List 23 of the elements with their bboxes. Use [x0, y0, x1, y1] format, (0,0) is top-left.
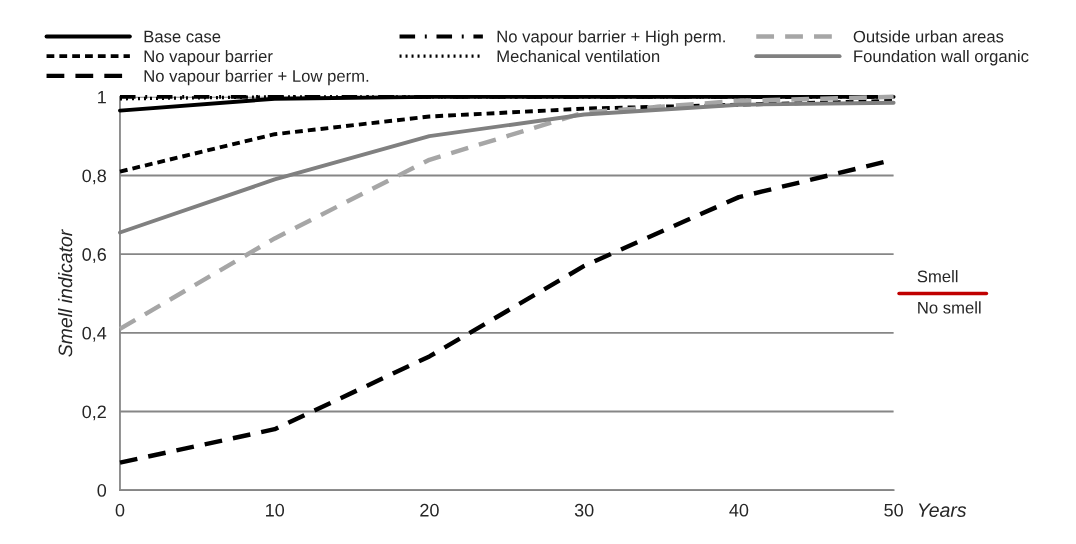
- y-tick-label: 0,6: [82, 248, 106, 264]
- text: No smell: [918, 301, 981, 314]
- x-axis-title: Years: [918, 503, 967, 517]
- y-tick-label: 0,8: [82, 169, 106, 185]
- legend-label: Foundation wall organic: [854, 49, 1029, 66]
- legend-label: Outside urban areas: [853, 30, 1004, 43]
- y-tick-label: 0,2: [82, 405, 106, 421]
- y-tick-label: 0,4: [82, 326, 107, 342]
- x-tick-label: 30: [574, 503, 594, 517]
- x-tick-label: 20: [420, 503, 439, 517]
- x-tick-label: 40: [729, 503, 749, 517]
- legend-label: Base case: [144, 30, 221, 43]
- ref-line-label: Smell: [917, 270, 958, 283]
- y-tick-label: 1: [98, 90, 106, 104]
- legend-label: No vapour barrier + High perm.: [497, 30, 725, 46]
- x-tick-label: 50: [884, 503, 903, 517]
- y-tick-label: 0: [97, 484, 107, 497]
- x-tick-label: 0: [115, 503, 125, 517]
- legend-label: Mechanical ventilation: [497, 49, 660, 63]
- legend-label: No vapour barrier: [144, 49, 273, 66]
- legend-label: No vapour barrier + Low perm.: [144, 69, 369, 86]
- x-tick-label: 10: [266, 503, 285, 517]
- y-axis-title: Smell indicator: [58, 229, 73, 357]
